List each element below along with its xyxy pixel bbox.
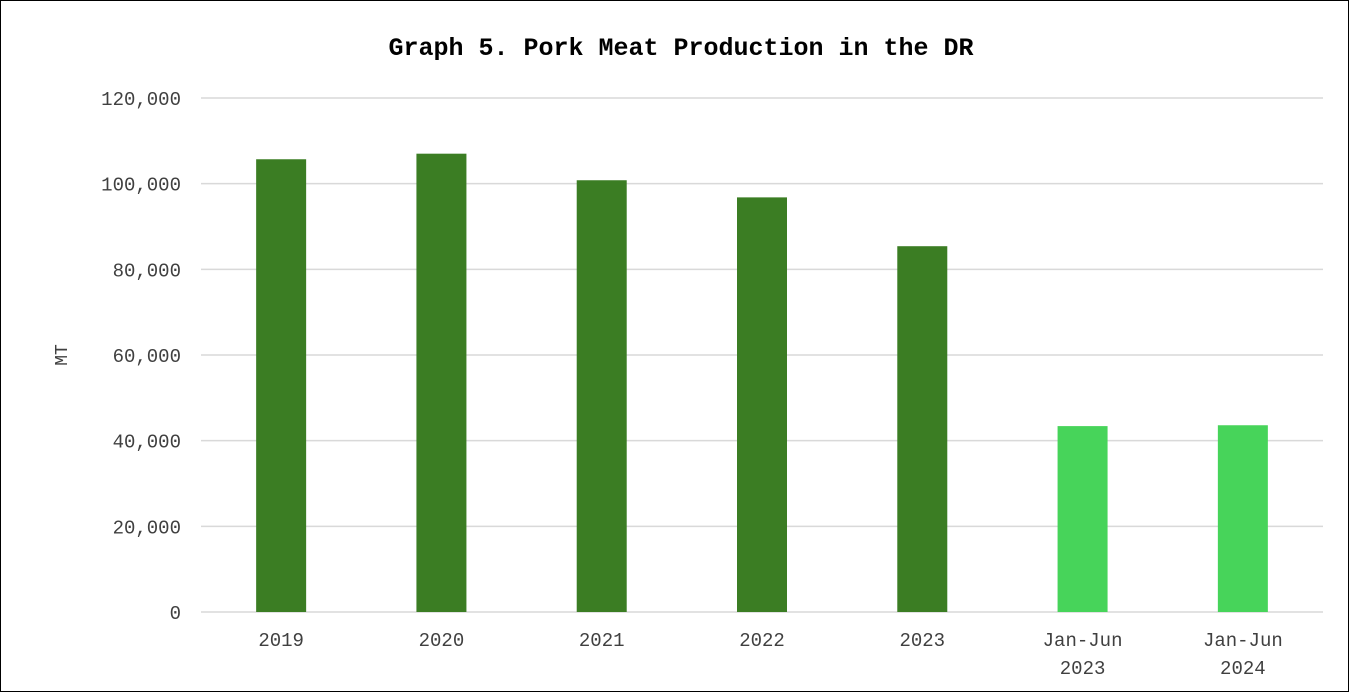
bar [576, 180, 627, 613]
chart-title: Graph 5. Pork Meat Production in the DR [388, 34, 973, 63]
x-tick-label: Jan-Jun 2024 [1203, 630, 1283, 680]
y-tick-label: 120,000 [101, 89, 181, 111]
bar [737, 197, 787, 612]
x-tick-label: 2019 [258, 630, 304, 652]
y-axis-label: MT [53, 344, 73, 366]
bar [256, 159, 307, 613]
bar [416, 153, 467, 612]
x-tick-label: 2020 [419, 630, 465, 652]
x-tick-label: 2023 [899, 630, 945, 652]
bar [1217, 425, 1268, 612]
bar [897, 246, 948, 612]
y-tick-label: 20,000 [113, 517, 181, 539]
x-tick-label: 2021 [579, 630, 625, 652]
y-tick-label: 60,000 [113, 346, 181, 368]
x-tick-label: 2022 [739, 630, 785, 652]
x-tick-label: Jan-Jun 2023 [1043, 630, 1123, 680]
y-tick-label: 40,000 [113, 432, 181, 454]
x-axis-ticks: 2019 2020 2021 2022 2023 Jan-Jun 2023 Jan-Jun 20… [258, 630, 1282, 680]
bar [1057, 426, 1108, 612]
y-axis-ticks: 0 20,000 40,000 60,000 80,000 100,000 120,000 [101, 89, 181, 625]
y-tick-label: 80,000 [113, 260, 181, 282]
y-tick-label: 0 [170, 603, 181, 625]
y-tick-label: 100,000 [101, 175, 181, 197]
bars [256, 153, 1268, 613]
